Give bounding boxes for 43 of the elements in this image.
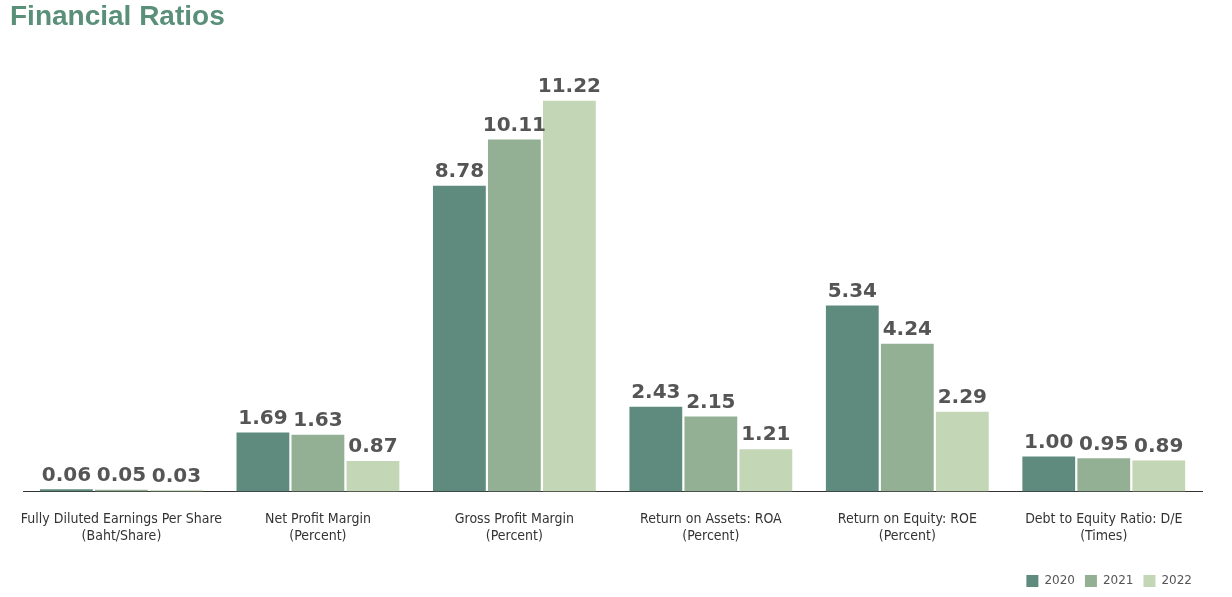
bar (739, 449, 793, 492)
legend-label: 2021 (1102, 573, 1134, 588)
data-label: 4.24 (882, 315, 932, 340)
x-tick-label: Return on Equity: ROE (Percent) (837, 510, 977, 544)
x-tick-label: Net Profit Margin (Percent) (264, 510, 371, 544)
chart-title: Financial Ratios (10, 0, 225, 31)
data-label: 0.06 (41, 461, 92, 486)
data-label: 1.69 (238, 404, 288, 429)
data-label: 10.11 (482, 111, 547, 136)
bar (1077, 458, 1131, 492)
data-label: 8.78 (434, 157, 485, 182)
legend-label: 2022 (1161, 573, 1193, 588)
data-label: 0.03 (151, 462, 202, 487)
data-label: 11.22 (537, 72, 602, 97)
data-label: 5.34 (827, 277, 877, 302)
bar (629, 406, 683, 492)
data-label: 2.43 (631, 379, 681, 403)
data-label: 0.89 (1134, 432, 1184, 457)
data-label: 0.05 (96, 461, 147, 486)
data-label: 0.87 (348, 433, 398, 458)
data-label: 1.00 (1024, 428, 1074, 453)
x-tick-label: Debt to Equity Ratio: D/E (Times) (1025, 510, 1183, 544)
bar (40, 489, 93, 492)
bar (487, 139, 541, 492)
bar (346, 461, 400, 492)
data-label: 1.63 (293, 406, 343, 431)
x-tick-label: Gross Profit Margin (Percent) (454, 510, 575, 544)
data-label: 1.21 (741, 421, 791, 446)
bar (236, 432, 290, 492)
bar (825, 305, 879, 492)
bar (432, 185, 486, 492)
data-label: 2.15 (686, 388, 736, 413)
bar (880, 343, 934, 492)
x-tick-label: Return on Assets: ROA (Percent) (640, 510, 783, 544)
data-label: 0.95 (1079, 430, 1129, 455)
bar (291, 434, 345, 492)
bar (684, 416, 738, 492)
bar (935, 411, 989, 492)
legend-label: 2020 (1044, 573, 1075, 588)
bar (1132, 460, 1186, 492)
bar (1022, 456, 1076, 492)
data-label: 2.29 (937, 383, 987, 408)
x-tick-label: Fully Diluted Earnings Per Share (Baht/Share) (20, 510, 223, 544)
